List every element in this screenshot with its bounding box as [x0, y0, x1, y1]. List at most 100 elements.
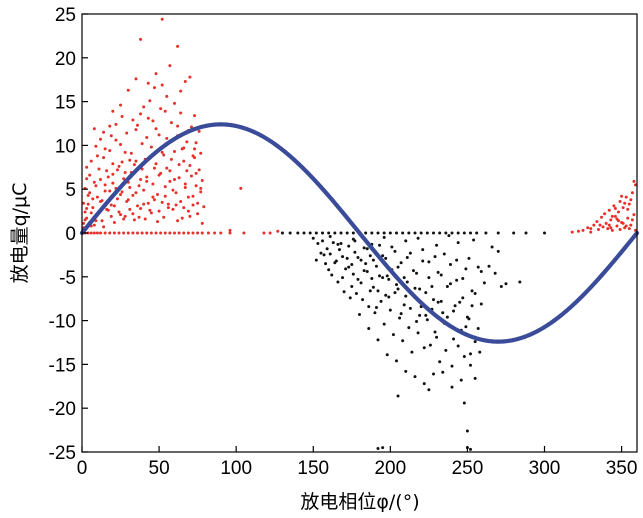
- positive-point: [148, 99, 152, 103]
- negative-point: [370, 231, 374, 235]
- positive-point: [163, 231, 167, 235]
- positive-point: [132, 163, 136, 167]
- negative-point: [345, 256, 349, 260]
- positive-point: [131, 118, 135, 122]
- positive-point: [115, 197, 119, 201]
- positive-point: [199, 190, 203, 194]
- negative-point: [336, 280, 340, 284]
- positive-point: [140, 167, 144, 171]
- negative-point: [396, 265, 400, 269]
- positive-point: [119, 213, 123, 217]
- positive-point: [242, 231, 246, 235]
- positive-point: [200, 231, 204, 235]
- negative-point: [456, 344, 460, 348]
- positive-point: [581, 228, 585, 232]
- negative-point: [384, 293, 388, 297]
- positive-point: [82, 201, 86, 205]
- positive-point: [82, 221, 86, 225]
- negative-point: [351, 237, 355, 241]
- negative-point: [319, 251, 323, 255]
- positive-point: [89, 159, 93, 163]
- positive-point: [239, 186, 243, 190]
- negative-point: [404, 369, 408, 373]
- positive-point: [162, 215, 166, 219]
- positive-point: [129, 151, 133, 155]
- negative-point: [361, 298, 365, 302]
- negative-point: [430, 284, 434, 288]
- negative-point: [364, 262, 368, 266]
- positive-point: [152, 198, 156, 202]
- x-tick-label: 0: [77, 458, 88, 479]
- positive-point: [99, 137, 102, 141]
- negative-point: [376, 231, 380, 235]
- positive-point: [168, 179, 172, 183]
- negative-point: [370, 277, 374, 281]
- positive-point: [91, 197, 95, 201]
- negative-point: [393, 291, 397, 295]
- positive-point: [86, 193, 90, 197]
- positive-point: [197, 168, 201, 172]
- negative-point: [378, 243, 382, 247]
- positive-point: [601, 225, 605, 229]
- positive-point: [629, 223, 633, 227]
- negative-point: [458, 300, 462, 304]
- negative-point: [327, 268, 331, 272]
- negative-point: [382, 235, 386, 239]
- positive-point: [179, 199, 183, 203]
- negative-point: [365, 247, 369, 251]
- positive-point: [600, 215, 604, 219]
- negative-point: [337, 248, 341, 252]
- negative-point: [455, 258, 459, 262]
- positive-point: [157, 133, 161, 137]
- positive-point: [145, 175, 149, 179]
- negative-point: [467, 256, 471, 260]
- positive-point: [160, 83, 164, 87]
- positive-point: [163, 109, 167, 113]
- positive-point: [131, 212, 135, 216]
- positive-point: [189, 174, 193, 178]
- negative-point: [444, 231, 448, 235]
- negative-point: [321, 239, 324, 243]
- negative-point: [339, 231, 343, 235]
- negative-point: [427, 388, 431, 392]
- negative-point: [425, 231, 429, 235]
- positive-point: [182, 159, 186, 163]
- negative-point: [367, 326, 371, 330]
- positive-point: [193, 156, 197, 160]
- positive-point: [589, 230, 593, 234]
- positive-point: [173, 178, 176, 182]
- positive-point: [122, 177, 126, 181]
- negative-point: [347, 244, 351, 248]
- negative-point: [432, 231, 435, 235]
- positive-point: [626, 207, 630, 211]
- positive-point: [95, 154, 99, 158]
- positive-point: [139, 178, 143, 182]
- negative-point: [336, 242, 340, 246]
- negative-point: [524, 231, 528, 235]
- series-line: [79, 122, 640, 344]
- negative-point: [447, 234, 451, 238]
- negative-point: [381, 446, 385, 450]
- negative-point: [362, 269, 366, 273]
- negative-point: [328, 235, 332, 238]
- negative-point: [376, 447, 380, 450]
- negative-point: [408, 251, 412, 255]
- positive-point: [168, 231, 172, 235]
- negative-point: [421, 248, 425, 252]
- positive-point: [179, 111, 183, 115]
- positive-point: [570, 230, 574, 234]
- positive-point: [182, 206, 186, 210]
- x-tick-label: 350: [606, 458, 638, 479]
- negative-point: [341, 255, 345, 259]
- negative-point: [487, 264, 491, 268]
- positive-point: [177, 231, 181, 235]
- positive-point: [176, 219, 180, 223]
- negative-point: [455, 278, 459, 282]
- y-tick-label: 25: [55, 5, 76, 26]
- positive-point: [89, 211, 93, 215]
- negative-point: [381, 276, 385, 280]
- positive-point: [188, 214, 192, 218]
- positive-point: [86, 231, 90, 235]
- positive-point: [168, 64, 172, 68]
- negative-point: [504, 282, 508, 286]
